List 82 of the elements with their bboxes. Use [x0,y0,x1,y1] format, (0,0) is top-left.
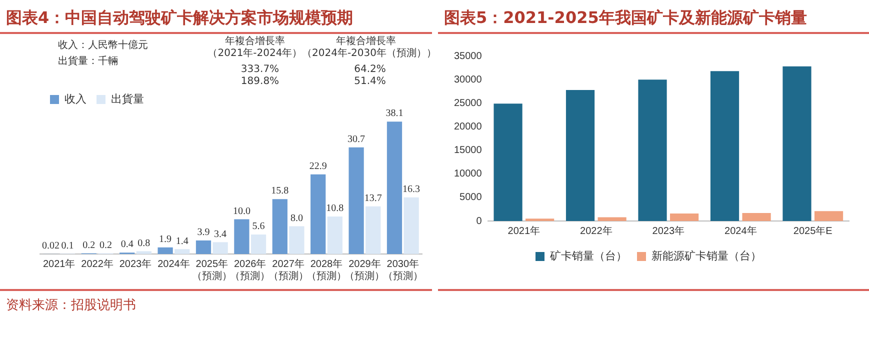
data-label: 5.6 [252,221,265,232]
data-label: 16.3 [402,184,420,195]
legend-label: 新能源矿卡销量（台） [652,250,762,263]
bar [327,216,342,254]
legend-label: 收入 [64,92,86,106]
data-label: 0.1 [61,240,74,252]
text: 年複合增長率（2021年-2024年） [206,36,304,60]
bar [310,174,326,254]
data-label: 15.8 [271,186,289,197]
bar [566,90,595,221]
data-label: 0.8 [138,238,150,249]
x-tick-label: 2030年（預測） [382,258,423,282]
data-label: 13.7 [364,193,382,204]
legend-label: 出貨量 [111,92,144,106]
y-tick-label: 15000 [454,145,482,156]
bar [250,234,266,254]
data-label: 0.2 [99,240,112,251]
data-label: 8.0 [290,212,303,224]
x-tick-label: 2024年 [158,258,190,270]
bar [272,199,288,254]
x-tick-label: 2028年（預測） [306,258,346,282]
y-tick-label: 10000 [454,168,482,180]
bar [386,122,402,254]
data-label: 3.9 [197,227,210,238]
bar [136,251,152,254]
bar [289,226,304,254]
y-tick-label: 20000 [454,121,482,132]
y-tick-label: 25000 [454,98,482,109]
text: 收入：人民幣十億元 [58,40,148,52]
x-tick-label: 2025年E [793,224,833,237]
x-tick-label: 2029年（預測） [344,258,385,282]
bar [212,242,228,254]
text: 189.8% [240,76,280,88]
x-tick-label: 2021年 [508,224,540,237]
x-tick-label: 2024年 [724,224,757,237]
bar [366,206,381,254]
data-label: 0.4 [120,239,134,250]
text: 资料来源：招股说明书 [6,297,136,314]
bar [196,240,212,254]
bar [494,104,522,221]
x-tick-label: 2022年 [580,224,612,237]
data-label: 10.0 [232,206,250,217]
y-tick-label: 0 [476,216,482,227]
y-tick-label: 30000 [454,74,482,86]
x-tick-label: 2023年 [652,224,685,237]
chart-title: 图表5：2021-2025年我国矿卡及新能源矿卡销量 [444,8,807,29]
data-label: 1.9 [159,234,172,246]
chart-title: 图表4：中国自动驾驶矿卡解决方案市场规模预期 [6,8,354,29]
text: 出貨量：千輛 [58,56,118,68]
x-tick-label: 2023年 [119,258,152,270]
text: 333.7% [240,64,280,76]
bar [174,249,190,254]
text: 51.4% [353,76,387,88]
data-label: 3.4 [214,228,227,240]
bar [234,219,250,254]
data-label: 38.1 [386,108,404,120]
bar [814,211,844,221]
bar [710,71,740,221]
x-tick-label: 2022年 [81,258,114,270]
data-label: 0.02 [42,240,60,252]
bar [742,212,771,221]
text: 64.2% [353,64,387,76]
bar [638,80,667,221]
legend-label: 矿卡销量（台） [549,250,627,263]
bar [598,217,626,221]
data-label: 10.8 [326,203,344,214]
bar [782,66,812,221]
data-label: 1.4 [176,236,188,247]
x-tick-label: 2026年（預測） [230,258,270,282]
x-tick-label: 2027年（預測） [268,258,308,282]
bar [670,213,699,221]
bar [348,147,364,254]
bar [404,197,419,254]
x-tick-label: 2025年（預測） [192,258,232,282]
y-tick-label: 5000 [460,192,482,204]
text: 年複合增長率（2024年-2030年（預測）） [302,36,437,60]
data-label: 30.7 [348,134,366,145]
data-label: 22.9 [309,161,327,172]
y-tick-label: 35000 [454,50,482,62]
data-label: 0.2 [82,240,96,251]
bar [158,247,173,254]
x-tick-label: 2021年 [42,258,76,270]
